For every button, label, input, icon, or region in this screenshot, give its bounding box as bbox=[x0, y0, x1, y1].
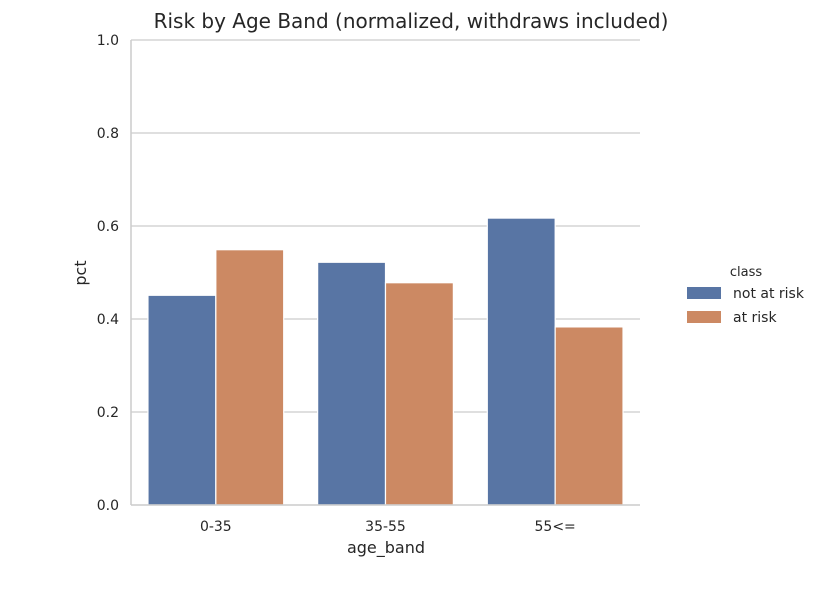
axes bbox=[130, 40, 640, 506]
y-tick-label: 0.0 bbox=[97, 498, 119, 514]
bar-not-at-risk-0 bbox=[147, 294, 217, 506]
y-tick-label: 1.0 bbox=[97, 33, 119, 49]
y-tick-label: 0.8 bbox=[97, 126, 119, 142]
bar-at-risk-1 bbox=[384, 282, 454, 506]
legend: class not at risk at risk bbox=[687, 265, 805, 326]
legend-swatch-at-risk bbox=[687, 311, 721, 323]
legend-title: class bbox=[730, 265, 762, 280]
y-tick-labels: 0.0 0.2 0.4 0.6 0.8 1.0 bbox=[97, 33, 119, 514]
y-axis-title: pct bbox=[71, 260, 90, 285]
legend-swatch-not-at-risk bbox=[687, 287, 721, 299]
x-axis-title: age_band bbox=[347, 538, 425, 558]
x-tick-label: 55<= bbox=[535, 519, 576, 535]
bar-at-risk-2 bbox=[554, 326, 624, 506]
legend-label-at-risk: at risk bbox=[733, 310, 777, 326]
y-tick-label: 0.6 bbox=[97, 219, 119, 235]
bars bbox=[147, 217, 624, 506]
x-tick-label: 35-55 bbox=[365, 519, 406, 535]
y-tick-label: 0.2 bbox=[97, 405, 119, 421]
bar-at-risk-0 bbox=[215, 249, 285, 506]
x-tick-labels: 0-35 35-55 55<= bbox=[200, 519, 576, 535]
x-tick-label: 0-35 bbox=[200, 519, 232, 535]
bar-not-at-risk-2 bbox=[486, 217, 556, 506]
legend-label-not-at-risk: not at risk bbox=[733, 286, 805, 302]
chart-title: Risk by Age Band (normalized, withdraws … bbox=[154, 9, 669, 33]
y-tick-label: 0.4 bbox=[97, 312, 119, 328]
bar-not-at-risk-1 bbox=[317, 261, 387, 506]
